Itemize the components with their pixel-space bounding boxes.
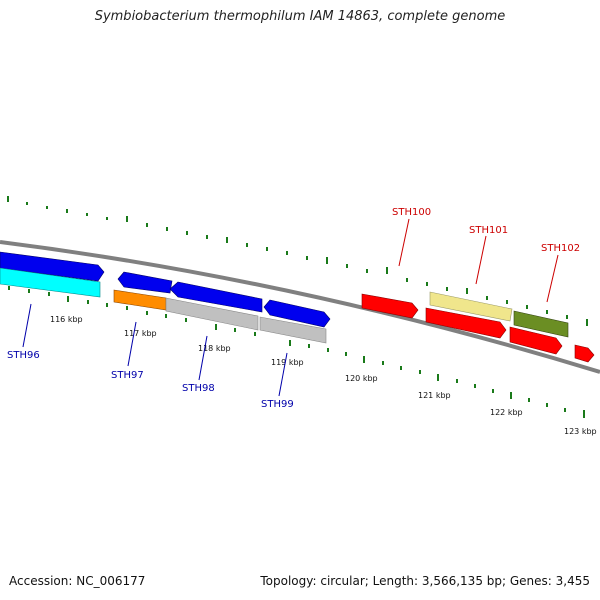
gene-label-leader [198, 335, 208, 381]
outer-tick-line [7, 196, 588, 326]
gene-feature[interactable] [425, 307, 507, 339]
gene-label-leader [127, 321, 137, 367]
gene-label-sth101[interactable]: STH101 [469, 225, 508, 236]
gene-label-leader [398, 218, 410, 267]
scale-label: 121 kbp [418, 391, 451, 400]
scale-label: 123 kbp [564, 427, 597, 436]
scale-label: 119 kbp [271, 358, 304, 367]
gene-label-sth96[interactable]: STH96 [7, 350, 40, 361]
gene-feature[interactable] [0, 267, 101, 298]
gene-feature[interactable] [361, 293, 419, 319]
gene-label-sth97[interactable]: STH97 [111, 370, 144, 381]
gene-feature[interactable] [509, 326, 563, 355]
gene-feature[interactable] [117, 271, 173, 294]
inner-tick-line [8, 286, 585, 418]
gene-feature[interactable] [0, 251, 105, 282]
genome-title: Symbiobacterium thermophilum IAM 14863, … [94, 9, 506, 24]
gene-label-leader [475, 235, 487, 285]
gene-label-sth100[interactable]: STH100 [392, 207, 431, 218]
gene-feature[interactable] [429, 291, 513, 322]
gene-feature[interactable] [169, 281, 263, 313]
gene-feature[interactable] [165, 297, 259, 331]
gene-label-sth98[interactable]: STH98 [182, 383, 215, 394]
scale-label: 118 kbp [198, 344, 231, 353]
gene-label-sth99[interactable]: STH99 [261, 399, 294, 410]
scale-label: 117 kbp [124, 329, 157, 338]
gene-feature[interactable] [113, 289, 167, 311]
genome-backbone [0, 240, 600, 374]
scale-label: 122 kbp [490, 408, 523, 417]
gene-feature[interactable] [263, 299, 331, 328]
accession-text: Accession: NC_006177 [9, 574, 146, 588]
gene-label-leader [22, 303, 32, 348]
scale-label: 116 kbp [50, 315, 83, 324]
gene-feature[interactable] [259, 316, 327, 344]
gene-label-leader [546, 254, 559, 303]
gene-label-leader [278, 352, 288, 397]
genome-summary-text: Topology: circular; Length: 3,566,135 bp… [260, 574, 590, 588]
gene-feature[interactable] [574, 344, 595, 363]
gene-feature[interactable] [513, 310, 569, 338]
scale-label: 120 kbp [345, 374, 378, 383]
gene-label-sth102[interactable]: STH102 [541, 243, 580, 254]
